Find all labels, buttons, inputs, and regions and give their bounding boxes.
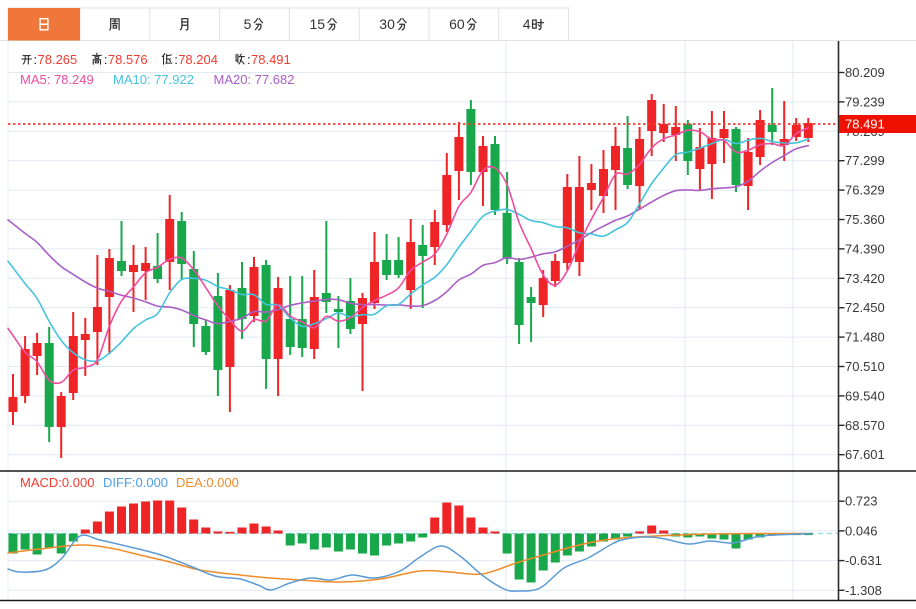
svg-text:30: 30 — [379, 16, 395, 32]
svg-text:-0.631: -0.631 — [845, 553, 882, 568]
svg-text:76.329: 76.329 — [845, 183, 885, 198]
svg-text:73.420: 73.420 — [845, 271, 885, 286]
svg-text:70.510: 70.510 — [845, 359, 885, 374]
svg-text:74.390: 74.390 — [845, 241, 885, 256]
svg-text:78.491: 78.491 — [251, 52, 291, 67]
svg-text:60: 60 — [449, 16, 465, 32]
svg-text:DIFF:0.000: DIFF:0.000 — [103, 475, 168, 490]
svg-text:MA5: 78.249: MA5: 78.249 — [20, 72, 94, 87]
svg-text:-1.308: -1.308 — [845, 583, 882, 598]
svg-text:0.723: 0.723 — [845, 494, 878, 509]
svg-text:78.576: 78.576 — [108, 52, 148, 67]
svg-text::: : — [174, 52, 178, 67]
svg-text:67.601: 67.601 — [845, 447, 885, 462]
svg-text:0.046: 0.046 — [845, 523, 878, 538]
svg-text::: : — [34, 52, 38, 67]
svg-text:4: 4 — [523, 16, 531, 32]
svg-text:78.265: 78.265 — [38, 52, 78, 67]
svg-text:78.204: 78.204 — [178, 52, 218, 67]
svg-text:79.239: 79.239 — [845, 94, 885, 109]
svg-text:5: 5 — [244, 16, 252, 32]
svg-text:75.360: 75.360 — [845, 212, 885, 227]
svg-text:77.299: 77.299 — [845, 153, 885, 168]
svg-text:MA10: 77.922: MA10: 77.922 — [113, 72, 194, 87]
svg-text:68.570: 68.570 — [845, 418, 885, 433]
svg-text:MACD:0.000: MACD:0.000 — [20, 475, 94, 490]
svg-text:15: 15 — [310, 16, 326, 32]
svg-text::: : — [104, 52, 108, 67]
svg-text:72.450: 72.450 — [845, 300, 885, 315]
svg-text:71.480: 71.480 — [845, 330, 885, 345]
svg-text::: : — [247, 52, 251, 67]
svg-text:69.540: 69.540 — [845, 388, 885, 403]
svg-text:DEA:0.000: DEA:0.000 — [176, 475, 239, 490]
svg-text:MA20: 77.682: MA20: 77.682 — [214, 72, 295, 87]
svg-text:78.491: 78.491 — [845, 117, 885, 132]
svg-text:80.209: 80.209 — [845, 65, 885, 80]
